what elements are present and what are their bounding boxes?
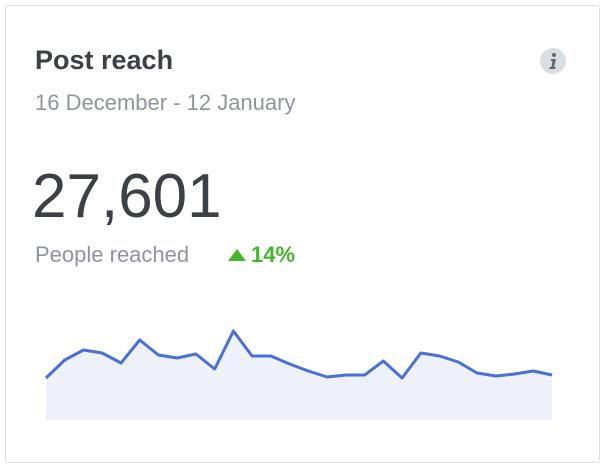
card-title: Post reach <box>35 45 174 75</box>
area-fill <box>46 331 552 420</box>
up-arrow <box>228 249 246 261</box>
line <box>44 329 553 380</box>
post-reach-card: Post reach 16 December - 12 January 27,6… <box>5 5 600 463</box>
date-range: 16 December - 12 January <box>35 90 296 115</box>
metric-change: 14% <box>251 242 296 267</box>
metric-label: People reached <box>35 242 190 267</box>
sparkline <box>44 329 553 420</box>
info-icon[interactable] <box>539 47 567 75</box>
metric-value: 27,601 <box>32 162 222 231</box>
